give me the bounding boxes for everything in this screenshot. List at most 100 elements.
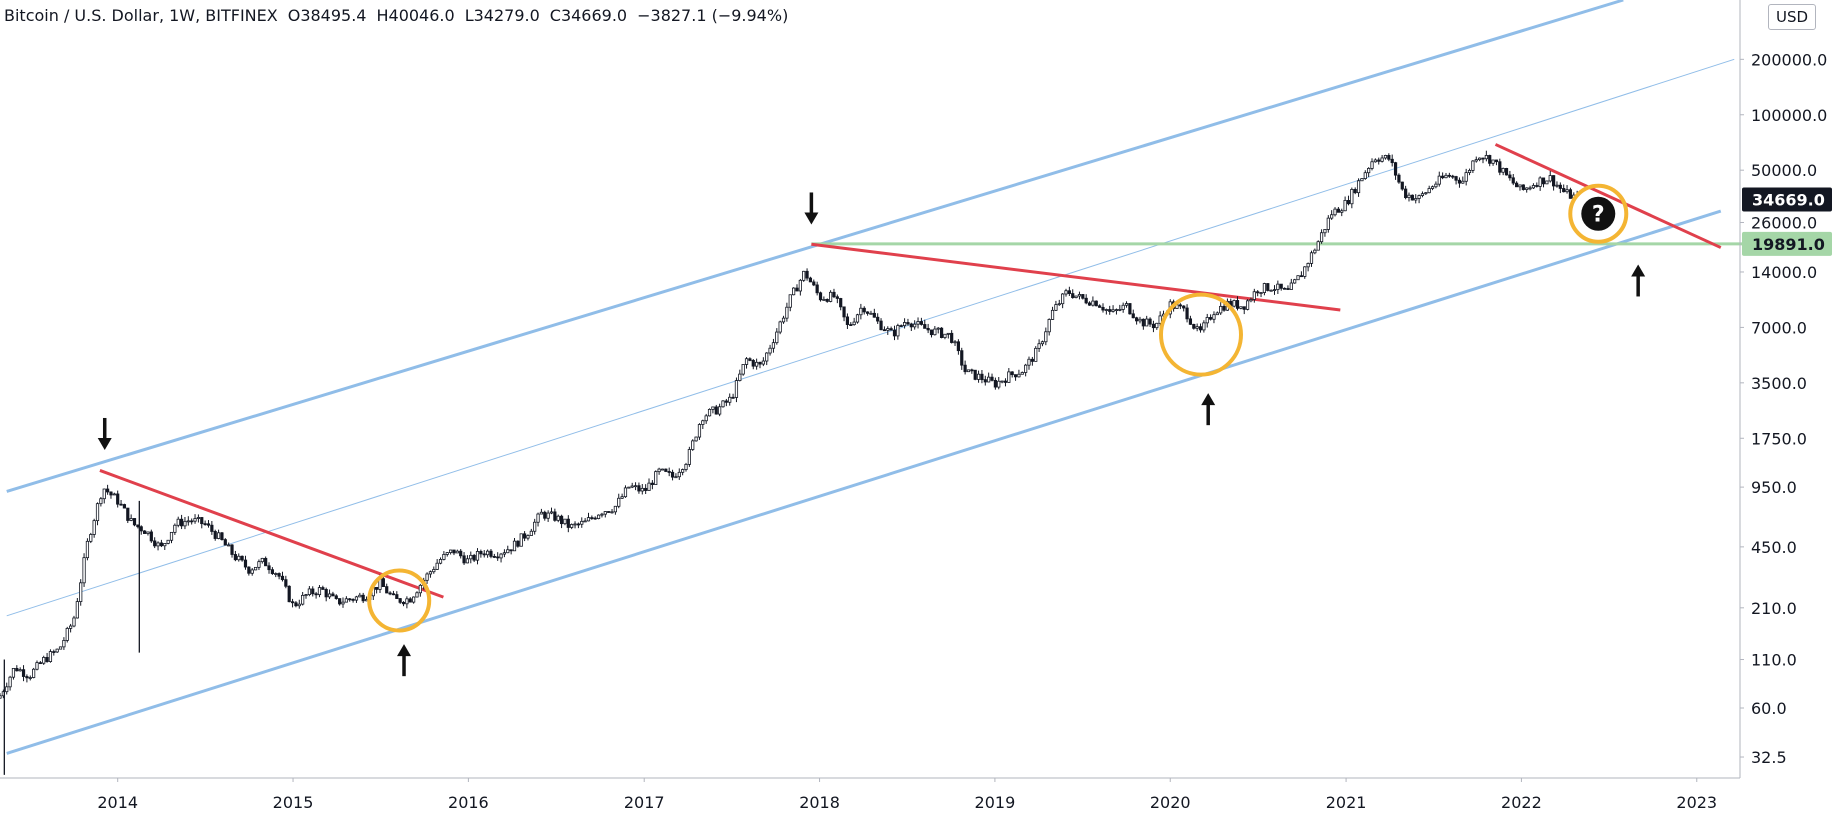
candle-body [983,379,987,383]
candle-body [206,523,211,526]
candle-body [825,299,829,302]
candle [859,303,863,320]
candle [1467,168,1472,176]
candle-body [331,593,335,597]
candle-body [1057,303,1061,306]
candle [610,509,614,514]
candle [327,589,332,600]
candle [852,317,856,326]
candle-body [1299,275,1303,278]
candle-body [1256,291,1260,294]
candle [119,500,123,506]
candle-body [684,463,688,470]
candle-body [1262,283,1267,293]
candle [1343,196,1347,212]
ohlc-high: H40046.0 [376,6,455,25]
candle-body [388,592,392,595]
candle [556,514,560,523]
candle-body [449,549,453,553]
candle [1111,305,1115,313]
x-tick-label: 2017 [624,793,665,812]
candle [882,326,887,332]
candle-body [1474,159,1478,162]
candle-body [630,485,634,488]
candle [660,468,665,471]
candle [146,531,150,536]
candle-body [1108,309,1112,312]
candle-body [317,587,322,596]
candle-body [707,408,712,417]
candle-body [1414,198,1418,201]
y-tick-label: 200000.0 [1751,50,1827,69]
candle-body [1061,293,1065,305]
candle-body [193,518,197,522]
candle [1370,158,1374,171]
candle-body [667,471,671,473]
candle [1316,240,1320,251]
candle [1000,380,1004,384]
candle [849,322,853,326]
candle-body [381,578,385,587]
candle [1071,289,1075,299]
candle [1363,170,1367,180]
candle-body [829,291,833,302]
candle [472,553,476,563]
candle [738,369,742,382]
candle-body [1313,249,1317,254]
candle-body [556,515,560,521]
candle-body [1330,214,1334,219]
candle-body [18,669,22,672]
candle [627,486,631,489]
candle-body [1141,318,1145,327]
candle-body [311,588,315,595]
candle [1245,299,1250,311]
candle-body [398,598,402,603]
candle [751,359,755,370]
candle-body [227,544,231,547]
candle [1306,262,1310,272]
candle [109,491,113,499]
candle-body [1360,178,1364,182]
candle [193,514,197,524]
candle-body [519,533,523,547]
candle-body [506,549,510,554]
candle [983,375,987,386]
candle [687,446,691,467]
candle-body [1484,155,1488,160]
candle-body [657,468,661,473]
candle-body [102,488,106,500]
candle [230,544,234,558]
candle [153,537,157,549]
candle [1064,288,1068,297]
candle [1323,229,1327,237]
candle [1067,286,1071,296]
candle [290,598,295,608]
candle [1393,161,1398,180]
candle [1138,316,1142,324]
candle [186,516,190,526]
candle-body [267,565,271,571]
candle [0,693,2,699]
candle [1232,299,1236,308]
candle [99,496,103,507]
symbol-title: Bitcoin / U.S. Dollar, 1W, BITFINEX [4,6,278,25]
candle-body [257,561,261,568]
candle-body [1020,372,1024,375]
candle-body [1195,326,1199,329]
candle-body [408,598,412,603]
candle [704,413,708,424]
candle-body [42,657,46,664]
candle [351,598,355,603]
currency-selector-button[interactable]: USD [1768,4,1816,30]
arrow-head [1631,264,1646,277]
candle-body [681,469,685,473]
candle [798,278,802,296]
candle [714,404,718,415]
candle [1414,194,1418,204]
candle-body [1552,175,1556,187]
candle-body [253,566,258,571]
candle-body [852,321,856,326]
candle [95,502,100,526]
candle-body [862,307,866,313]
